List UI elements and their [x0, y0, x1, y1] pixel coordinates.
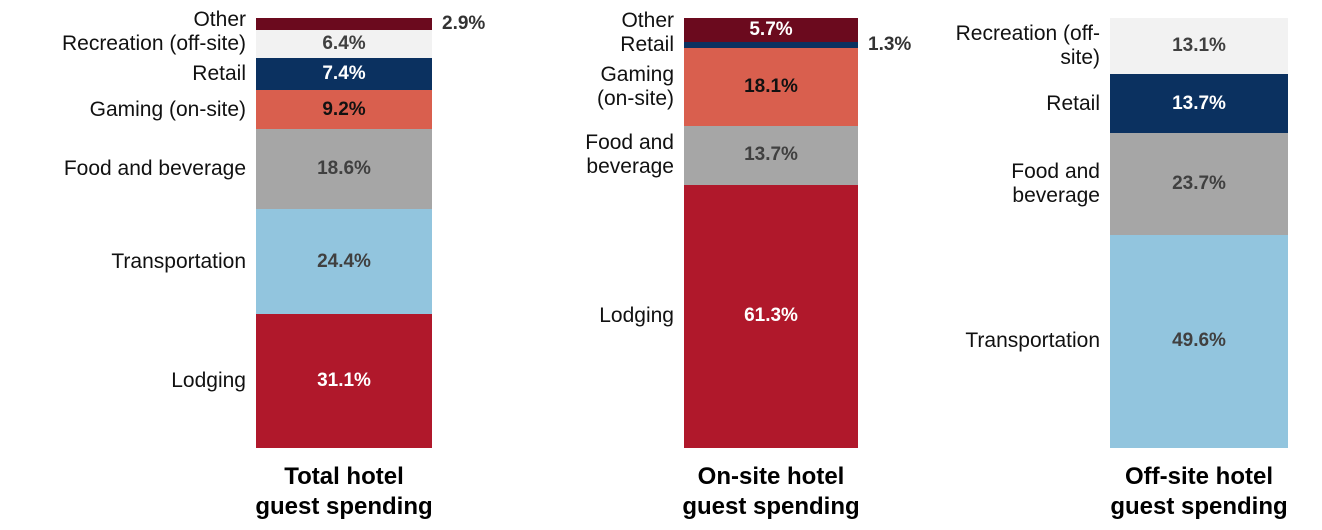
value-label: 13.1%: [1172, 35, 1226, 57]
category-label: Retail: [620, 33, 674, 57]
chart-title: On-site hotel guest spending: [682, 463, 860, 520]
value-label: 13.7%: [1172, 92, 1226, 114]
category-label: Lodging: [171, 369, 246, 393]
segment: [256, 314, 432, 448]
chart-title: Total hotel guest spending: [255, 463, 433, 520]
value-label: 2.9%: [442, 13, 486, 35]
value-label: 31.1%: [317, 370, 371, 392]
segment: [1110, 133, 1288, 235]
chart-title: Off-site hotel guest spending: [1110, 463, 1288, 520]
segment: [684, 125, 858, 185]
segment: [256, 57, 432, 90]
segment: [684, 48, 858, 126]
value-label: 18.6%: [317, 158, 371, 180]
value-label: 18.1%: [744, 75, 798, 97]
category-label: Food and beverage: [1011, 160, 1100, 208]
category-label: Retail: [192, 61, 246, 85]
segment: [684, 184, 858, 448]
value-label: 13.7%: [744, 144, 798, 166]
value-label: 1.3%: [868, 34, 912, 56]
category-label: Food and beverage: [585, 131, 674, 179]
category-label: Other: [193, 8, 246, 32]
category-label: Retail: [1046, 91, 1100, 115]
segment: [684, 42, 858, 49]
category-label: Recreation (off-site): [955, 22, 1100, 70]
category-label: Lodging: [599, 304, 674, 328]
segment: [256, 18, 432, 31]
segment: [256, 129, 432, 210]
segment: [256, 209, 432, 315]
category-label: Recreation (off-site): [61, 32, 246, 56]
value-label: 49.6%: [1172, 330, 1226, 352]
category-label: Transportation: [965, 329, 1100, 353]
segment: [684, 18, 858, 43]
category-label: Gaming (on-site): [596, 62, 674, 110]
value-label: 5.7%: [749, 19, 793, 41]
category-label: Other: [621, 9, 674, 33]
value-label: 24.4%: [317, 250, 371, 272]
value-label: 9.2%: [322, 98, 366, 120]
segment: [1110, 18, 1288, 75]
category-label: Food and beverage: [63, 157, 246, 181]
segment: [1110, 74, 1288, 134]
value-label: 61.3%: [744, 305, 798, 327]
value-label: 23.7%: [1172, 173, 1226, 195]
segment: [256, 89, 432, 130]
value-label: 6.4%: [322, 33, 366, 55]
segment: [1110, 234, 1288, 448]
segment: [256, 30, 432, 58]
value-label: 7.4%: [322, 62, 366, 84]
category-label: Gaming (on-site): [89, 97, 246, 121]
category-label: Transportation: [111, 249, 246, 273]
